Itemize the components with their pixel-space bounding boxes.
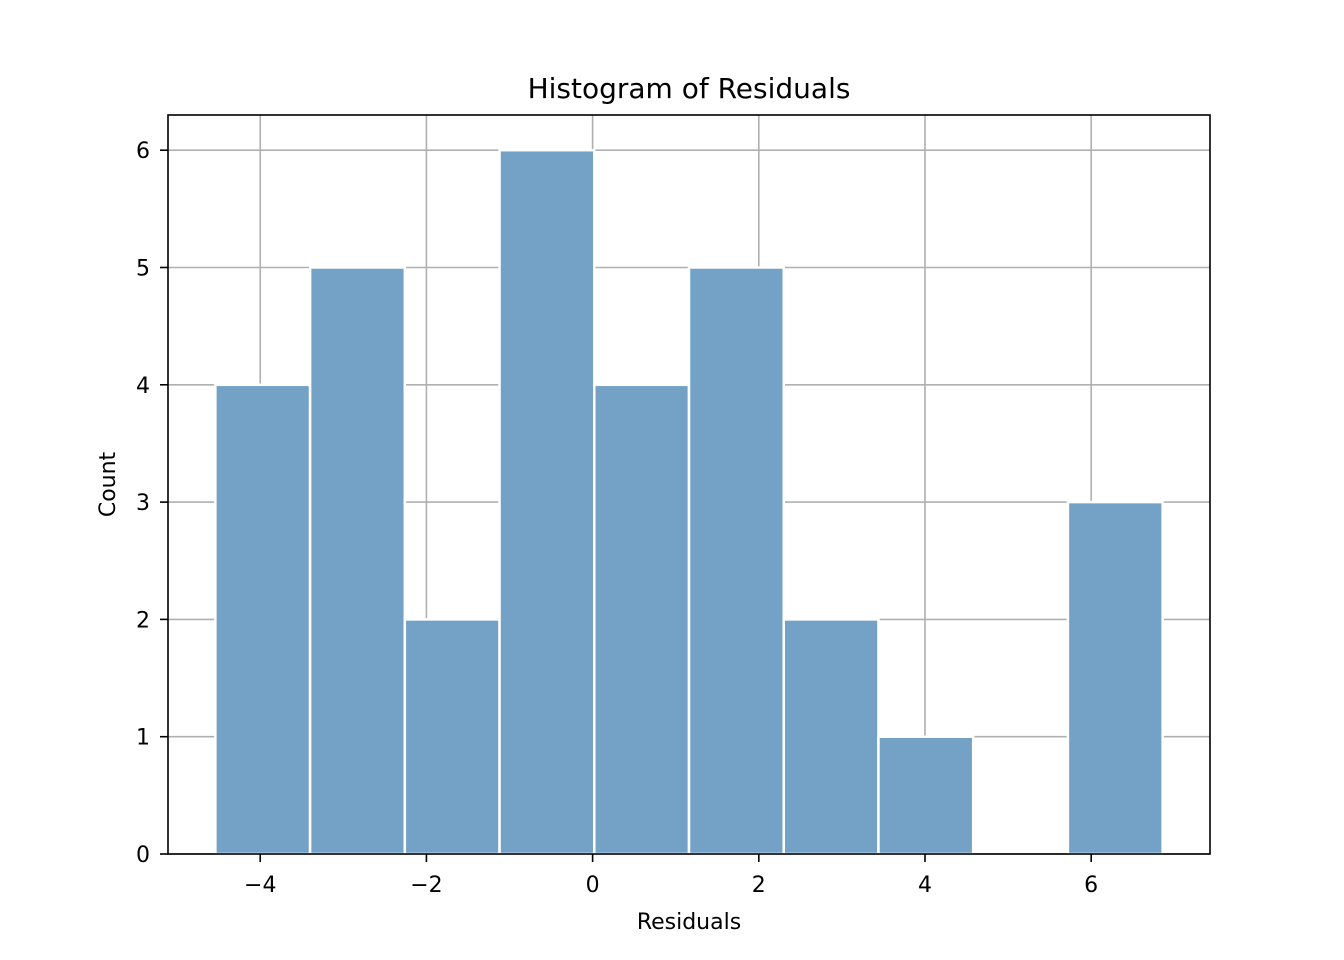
y-tick-label: 4 (136, 374, 150, 399)
axis-ticks: −4 −2 0 2 4 6 0 1 2 3 4 5 6 (136, 139, 1098, 898)
x-tick-label: 2 (752, 873, 766, 898)
y-tick-label: 3 (136, 491, 150, 516)
histogram-bar (308, 266, 407, 856)
x-tick-label: 4 (918, 873, 932, 898)
histogram-bar (877, 735, 975, 856)
histogram-bar (687, 266, 785, 856)
x-tick-label: −4 (244, 873, 276, 898)
x-axis-label: Residuals (637, 910, 741, 935)
histogram-bar (498, 148, 596, 856)
y-tick-label: 2 (136, 608, 150, 633)
x-tick-label: 0 (586, 873, 600, 898)
y-tick-label: 1 (136, 726, 150, 751)
y-tick-label: 0 (136, 843, 150, 868)
histogram-bars (214, 148, 1164, 856)
histogram-bar (1066, 500, 1164, 856)
y-tick-label: 6 (136, 139, 150, 164)
axes-frame (167, 114, 1211, 855)
histogram-bar (403, 618, 501, 856)
histogram-bar (593, 383, 691, 856)
histogram-bar (782, 618, 880, 856)
x-tick-label: −2 (410, 873, 442, 898)
histogram-bar (214, 383, 312, 856)
y-axis-label: Count (96, 451, 121, 517)
x-tick-label: 6 (1084, 873, 1098, 898)
chart-title: Histogram of Residuals (528, 72, 851, 105)
y-tick-label: 5 (136, 256, 150, 281)
